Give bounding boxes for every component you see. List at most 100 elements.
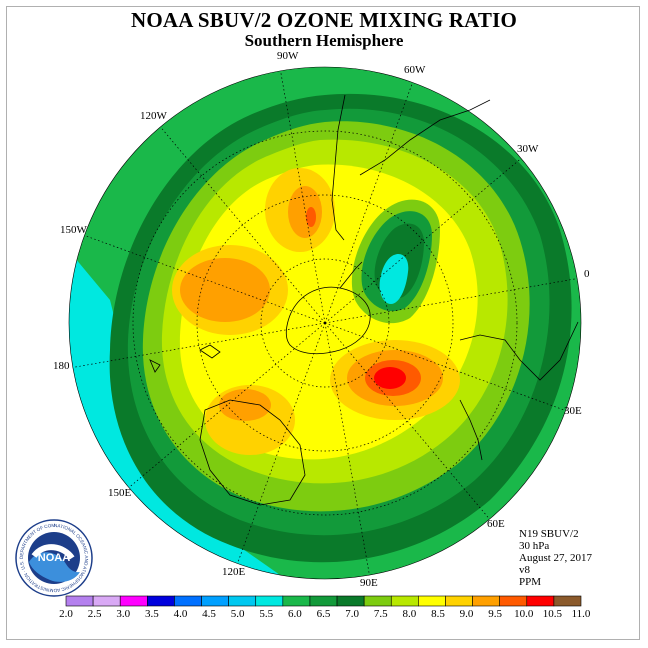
longitude-label: 30E — [564, 405, 582, 417]
longitude-label: 120E — [222, 566, 246, 578]
south-america-east-coast — [359, 99, 491, 176]
meridian-line — [160, 126, 326, 324]
meridian-line — [324, 158, 522, 324]
longitude-label: 120W — [140, 110, 167, 122]
satellite-label: N19 SBUV/2 — [519, 528, 579, 540]
longitude-label: 30W — [517, 143, 539, 155]
colorbar-box — [147, 595, 175, 607]
noaa-logo: NOAA NATIONAL OCEANIC AND ATMOSPHERIC AD… — [14, 518, 93, 597]
colorbar-box — [255, 595, 284, 607]
colorbar-label: 10.0 — [514, 608, 534, 620]
colorbar-label: 3.0 — [116, 608, 131, 620]
figure-frame — [6, 6, 640, 640]
longitude-label: 150W — [60, 224, 87, 236]
colorbar-box — [390, 595, 419, 607]
longitude-label: 180 — [53, 360, 70, 372]
contour-9.5-southwest — [219, 389, 271, 421]
colorbar-label: 3.5 — [144, 608, 159, 620]
graticule — [72, 70, 578, 576]
contour-10.5 — [374, 367, 406, 389]
antarctica-coast — [286, 286, 371, 355]
meridian-line — [84, 235, 326, 324]
longitude-label: 90W — [277, 50, 299, 62]
colorbar-box — [282, 595, 311, 607]
colorbar-label: 8.0 — [402, 608, 417, 620]
colorbar-boxes — [65, 595, 582, 607]
lat-circle-30 — [132, 130, 518, 516]
colorbar-label: 4.0 — [173, 608, 188, 620]
colorbar-label: 7.5 — [373, 608, 388, 620]
colorbar-box — [201, 595, 229, 607]
meridian-line — [237, 322, 326, 564]
ozone-field — [69, 67, 581, 579]
meridian-line — [324, 322, 566, 411]
colorbar-box — [119, 595, 148, 607]
colorbar-box — [309, 595, 338, 607]
lat-circle-70 — [260, 258, 390, 388]
madagascar-region — [459, 399, 483, 461]
longitude-label: 60W — [404, 64, 426, 76]
colorbar-label: 4.5 — [202, 608, 216, 620]
meridian-line — [280, 70, 326, 324]
colorbar-box — [418, 595, 446, 607]
longitude-label: 90E — [360, 577, 378, 589]
colorbar-box — [228, 595, 257, 607]
australia-coast — [199, 399, 306, 506]
colorbar-box — [336, 595, 365, 607]
logo-text: NOAA — [38, 552, 70, 564]
colorbar-label: 2.5 — [87, 608, 102, 620]
meridian-line — [128, 322, 326, 488]
meridian-line — [324, 82, 413, 324]
units-label: PPM — [519, 576, 542, 588]
colorbar-box — [553, 595, 582, 607]
colorbar-box — [65, 595, 94, 607]
colorbar-box — [526, 595, 555, 607]
meridian-line — [324, 322, 490, 520]
colorbar-box — [363, 595, 392, 607]
colorbar-label: 10.5 — [542, 608, 562, 620]
map-title: NOAA SBUV/2 OZONE MIXING RATIO — [131, 8, 517, 32]
colorbar-box — [445, 595, 473, 607]
colorbar-label: 6.5 — [316, 608, 331, 620]
map-subtitle: Southern Hemisphere — [244, 31, 404, 50]
meridians — [72, 70, 578, 576]
colorbar-label: 9.5 — [488, 608, 503, 620]
logo-bird — [31, 544, 75, 560]
date-label: August 27, 2017 — [519, 552, 593, 564]
coastlines — [149, 94, 579, 506]
south-america-coast — [331, 94, 346, 241]
contour-10.0-north — [306, 207, 316, 227]
island-180 — [149, 359, 161, 373]
colorbar-label: 5.5 — [259, 608, 274, 620]
colorbar-box — [92, 595, 121, 607]
colorbar-label: 8.5 — [431, 608, 445, 620]
longitude-label: 150E — [108, 487, 132, 499]
longitude-label: 60E — [487, 518, 505, 530]
colorbar-label: 6.0 — [288, 608, 302, 620]
antarctic-peninsula — [339, 261, 363, 289]
meridian-line — [324, 322, 370, 576]
africa-coast — [459, 321, 579, 381]
colorbar-label: 5.0 — [230, 608, 245, 620]
colorbar-box — [174, 595, 202, 607]
colorbar-box — [499, 595, 528, 607]
colorbar-label: 7.0 — [345, 608, 359, 620]
pressure-label: 30 hPa — [519, 540, 550, 552]
colorbar-label: 11.0 — [571, 608, 591, 620]
version-label: v8 — [519, 564, 530, 576]
logo-wave — [29, 552, 80, 582]
colorbar-label: 2.0 — [59, 608, 73, 620]
colorbar-label: 9.0 — [459, 608, 474, 620]
map-outline — [68, 66, 582, 580]
meridian-line — [72, 322, 326, 368]
colorbar-box — [472, 595, 500, 607]
longitude-label: 0 — [584, 268, 590, 280]
meridian-line — [324, 278, 578, 324]
lat-circle-50 — [196, 194, 454, 452]
low-region-5.5 — [379, 253, 409, 304]
contour-9.5-west — [180, 258, 270, 322]
new-zealand-north — [199, 344, 221, 359]
data-info: N19 SBUV/2 30 hPa August 27, 2017 v8 PPM — [519, 528, 592, 588]
